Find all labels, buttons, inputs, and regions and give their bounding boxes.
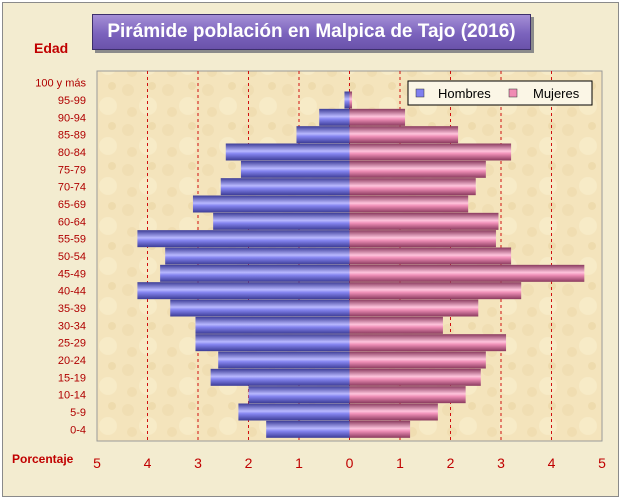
bar-mujeres-20-24 [349, 351, 486, 369]
x-tick-label: 2 [447, 455, 455, 471]
bar-mujeres-95-99 [349, 91, 353, 109]
legend-swatch-mujeres [508, 88, 518, 98]
bar-hombres-60-64 [213, 212, 350, 230]
bar-hombres-85-89 [296, 126, 350, 144]
bar-hombres-30-34 [195, 316, 350, 334]
bar-mujeres-30-34 [349, 316, 443, 334]
category-label: 15-19 [58, 372, 86, 384]
x-tick-labels: 5 4 3 2 1 0 1 2 3 4 5 [93, 455, 606, 471]
bar-hombres-90-94 [319, 108, 350, 126]
x-tick-label: 3 [497, 455, 505, 471]
category-label: 75-79 [58, 164, 86, 176]
x-tick-label: 1 [396, 455, 404, 471]
bar-mujeres-10-14 [349, 386, 466, 404]
bar-mujeres-90-94 [349, 108, 406, 126]
x-tick-label: 4 [548, 455, 556, 471]
bar-hombres-45-49 [160, 264, 350, 282]
category-label: 45-49 [58, 268, 86, 280]
category-label: 55-59 [58, 234, 86, 246]
x-tick-label: 4 [144, 455, 152, 471]
category-label: 85-89 [58, 130, 86, 142]
bar-mujeres-40-44 [349, 282, 522, 300]
bar-mujeres-15-19 [349, 368, 481, 386]
bar-hombres-20-24 [218, 351, 350, 369]
x-tick-label: 5 [93, 455, 101, 471]
category-labels: 0-4 5-9 10-14 15-19 20-24 25-29 30-34 35-39 40-4… [35, 78, 86, 437]
category-label: 35-39 [58, 303, 86, 315]
bar-mujeres-0-4 [349, 420, 411, 438]
bar-hombres-5-9 [238, 403, 350, 421]
category-label: 60-64 [58, 216, 86, 228]
bar-hombres-35-39 [170, 299, 350, 317]
y-axis-label: Edad [34, 40, 69, 56]
bar-hombres-70-74 [220, 178, 350, 196]
bars [137, 91, 585, 438]
x-axis-label: Porcentaje [12, 452, 74, 466]
bar-mujeres-65-69 [349, 195, 469, 213]
x-tick-label: 0 [346, 455, 354, 471]
bar-hombres-25-29 [195, 334, 350, 352]
category-label: 65-69 [58, 199, 86, 211]
bar-mujeres-50-54 [349, 247, 512, 265]
bar-hombres-65-69 [192, 195, 350, 213]
bar-hombres-10-14 [248, 386, 350, 404]
bar-mujeres-5-9 [349, 403, 438, 421]
bar-mujeres-60-64 [349, 212, 499, 230]
category-label: 80-84 [58, 147, 86, 159]
x-tick-label: 3 [194, 455, 202, 471]
category-label: 100 y más [35, 78, 86, 90]
legend-label-mujeres: Mujeres [533, 86, 580, 101]
x-tick-label: 1 [295, 455, 303, 471]
bar-mujeres-75-79 [349, 160, 486, 178]
category-label: 95-99 [58, 95, 86, 107]
category-label: 20-24 [58, 355, 86, 367]
category-label: 5-9 [70, 407, 86, 419]
category-label: 30-34 [58, 320, 86, 332]
legend: Hombres Mujeres [407, 80, 593, 106]
category-label: 10-14 [58, 390, 86, 402]
legend-label-hombres: Hombres [438, 86, 491, 101]
bar-hombres-40-44 [137, 282, 350, 300]
legend-swatch-hombres [415, 88, 425, 98]
bar-hombres-55-59 [137, 230, 350, 248]
category-label: 0-4 [70, 424, 86, 436]
bar-hombres-0-4 [266, 420, 350, 438]
category-label: 50-54 [58, 251, 86, 263]
x-tick-label: 5 [598, 455, 606, 471]
bar-hombres-95-99 [344, 91, 350, 109]
category-label: 40-44 [58, 286, 86, 298]
legend-box [407, 80, 593, 106]
category-label: 25-29 [58, 338, 86, 350]
bar-mujeres-55-59 [349, 230, 496, 248]
bar-mujeres-25-29 [349, 334, 507, 352]
bar-mujeres-80-84 [349, 143, 512, 161]
category-label: 70-74 [58, 182, 86, 194]
bar-hombres-50-54 [165, 247, 350, 265]
category-label: 90-94 [58, 112, 86, 124]
bar-mujeres-70-74 [349, 178, 476, 196]
bar-mujeres-35-39 [349, 299, 479, 317]
bar-hombres-80-84 [225, 143, 350, 161]
bar-hombres-75-79 [240, 160, 350, 178]
bar-hombres-15-19 [210, 368, 350, 386]
bar-mujeres-45-49 [349, 264, 585, 282]
bar-mujeres-85-89 [349, 126, 459, 144]
x-tick-label: 2 [245, 455, 253, 471]
chart-title: Pirámide población en Malpica de Tajo (2… [92, 14, 531, 50]
